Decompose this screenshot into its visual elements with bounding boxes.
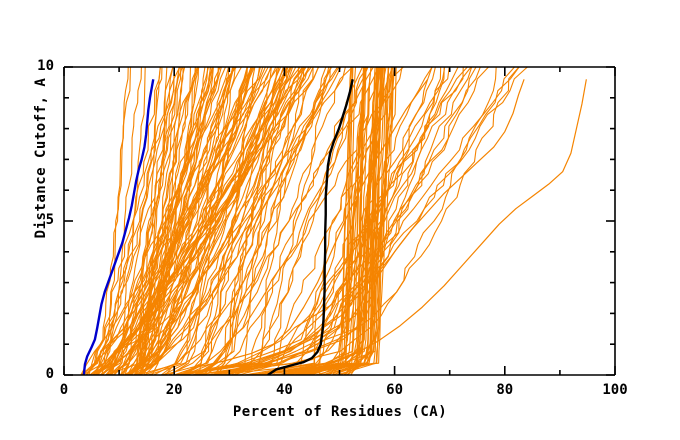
ensemble-curve [113, 67, 289, 375]
ensemble-curve [86, 67, 129, 375]
highlight-series-group [82, 79, 354, 375]
ensemble-curve [92, 67, 242, 375]
ensemble-curve [193, 67, 299, 375]
ensemble-curve [177, 67, 442, 375]
ensemble-curve [153, 67, 340, 375]
ensemble-curve [304, 67, 433, 375]
ensemble-curve [160, 67, 314, 375]
ensemble-curve [81, 67, 199, 375]
ensemble-curve [253, 67, 395, 375]
ensemble-curve [198, 67, 374, 375]
y-tick-label-5: 5 [45, 212, 54, 228]
ensemble-curve [137, 67, 230, 375]
ensemble-curve [212, 67, 305, 375]
ensemble-curve [313, 67, 477, 375]
ensemble-outlier-curve [174, 78, 429, 375]
ensemble-curve [82, 67, 142, 375]
ensemble-curve [257, 67, 372, 375]
highlight-curve-second-model-black [267, 79, 354, 375]
ensemble-curve [100, 67, 237, 375]
x-tick-label-20: 20 [165, 382, 183, 398]
y-tick-label-0: 0 [45, 366, 54, 382]
ensemble-curve [129, 67, 255, 375]
ensemble-curve [137, 67, 248, 375]
ensemble-curve [278, 67, 354, 375]
ensemble-curve [202, 67, 404, 375]
ensemble-curve [293, 67, 387, 375]
ensemble-curve [126, 67, 280, 375]
ensemble-curve [215, 67, 383, 375]
tick-marks [63, 66, 616, 376]
ensemble-curve [178, 67, 520, 375]
ensemble-curve [205, 67, 305, 375]
ensemble-curve [131, 67, 168, 375]
x-axis-title: Percent of Residues (CA) [232, 404, 448, 420]
ensemble-series-group [80, 67, 587, 375]
ensemble-curve [184, 67, 291, 375]
x-tick-label-0: 0 [59, 382, 69, 398]
ensemble-curve [180, 67, 261, 375]
ensemble-curve [196, 67, 304, 375]
x-tick-label-80: 80 [496, 382, 514, 398]
ensemble-curve [88, 67, 277, 375]
ensemble-curve [272, 67, 464, 375]
ensemble-curve [109, 67, 310, 375]
ensemble-curve [106, 67, 252, 375]
ensemble-curve [187, 67, 272, 375]
ensemble-curve [143, 67, 197, 375]
ensemble-outlier-curve [267, 79, 525, 375]
ensemble-outlier-curve [295, 79, 587, 375]
ensemble-curve [198, 67, 520, 375]
ensemble-curve [141, 67, 191, 375]
y-tick-label-10: 10 [37, 58, 54, 74]
ensemble-curve [270, 67, 390, 375]
axes-group [63, 66, 616, 376]
ensemble-curve [140, 67, 353, 375]
ensemble-curve [215, 67, 380, 375]
ensemble-curve [231, 67, 445, 375]
ensemble-curve [151, 67, 307, 375]
ensemble-curve [144, 67, 294, 375]
ensemble-curve [168, 67, 285, 375]
ensemble-curve [214, 67, 433, 375]
ensemble-curve [109, 67, 221, 375]
x-tick-label-100: 100 [602, 382, 628, 398]
x-tick-label-40: 40 [275, 382, 293, 398]
ensemble-curve [133, 67, 264, 375]
ensemble-curve [319, 67, 528, 375]
ensemble-curve [109, 67, 180, 375]
ensemble-curve [99, 67, 163, 375]
ensemble-curve [172, 67, 379, 375]
ensemble-curve [162, 67, 256, 375]
ensemble-curve [198, 67, 330, 375]
ensemble-curve [124, 67, 292, 375]
ensemble-curve [86, 67, 181, 375]
ensemble-curve [192, 67, 473, 375]
ensemble-curve [225, 67, 403, 375]
ensemble-curve [288, 67, 367, 375]
ensemble-curve [143, 67, 319, 375]
ensemble-curve [221, 67, 368, 375]
ensemble-curve [235, 67, 331, 375]
ensemble-curve [182, 67, 472, 375]
y-axis-title: Distance Cutoff, A [33, 77, 49, 239]
ensemble-curve [96, 67, 254, 375]
ensemble-curve [85, 67, 174, 375]
ensemble-curve [332, 67, 352, 375]
ensemble-curve [207, 67, 446, 375]
ensemble-curve [120, 67, 175, 375]
ensemble-curve [231, 67, 285, 375]
highlight-curve-best-model-blue [82, 79, 155, 375]
x-tick-label-60: 60 [386, 382, 404, 398]
ensemble-curve [182, 67, 468, 375]
